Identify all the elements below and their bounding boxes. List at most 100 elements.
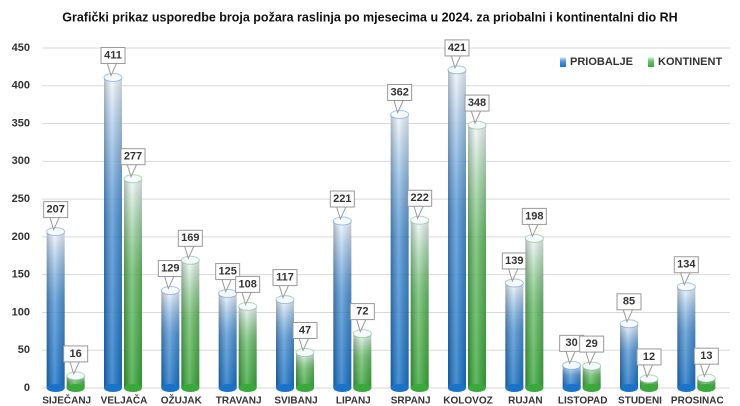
- label-callout: [507, 267, 519, 283]
- y-tick-label: 150: [12, 269, 30, 281]
- bar-shade: [582, 366, 601, 388]
- bar-base: [181, 384, 200, 392]
- bar-shade: [390, 114, 409, 388]
- data-label: 30: [566, 337, 578, 349]
- bar-base: [640, 384, 658, 392]
- bar-shade: [181, 260, 200, 388]
- label-box: [444, 39, 470, 57]
- bar-top: [352, 329, 372, 339]
- data-label: 125: [218, 265, 236, 277]
- bar-shade: [505, 282, 524, 388]
- bar-shade: [353, 333, 372, 388]
- bar-top: [619, 319, 639, 329]
- bar-base: [296, 384, 314, 392]
- bar-base: [562, 384, 581, 392]
- data-label: 221: [333, 193, 351, 205]
- data-label: 72: [356, 306, 368, 318]
- bar-base: [525, 384, 544, 392]
- bar-base: [124, 384, 142, 392]
- bar-base: [410, 384, 429, 392]
- bar-top: [332, 216, 352, 226]
- data-label: 169: [181, 232, 199, 244]
- label-box: [120, 148, 146, 166]
- bar-base: [620, 384, 638, 392]
- bar-top: [46, 227, 66, 237]
- bar-base: [104, 384, 122, 392]
- legend-label: KONTINENT: [658, 56, 722, 68]
- label-callout: [393, 99, 405, 114]
- bar-base: [46, 384, 65, 392]
- label-box: [407, 189, 433, 207]
- data-label: 16: [70, 348, 82, 360]
- bar-top: [180, 255, 200, 265]
- bar-base: [505, 384, 524, 392]
- bar-shade: [468, 125, 486, 389]
- data-label: 12: [643, 351, 655, 363]
- bar-base: [448, 384, 466, 392]
- bar-shade: [697, 378, 716, 388]
- label-callout: [679, 271, 691, 287]
- label-box: [235, 275, 261, 293]
- label-callout: [413, 205, 425, 220]
- label-box: [636, 348, 662, 366]
- bar-shade: [276, 299, 294, 388]
- bar-top: [676, 282, 696, 292]
- bar-base: [333, 384, 352, 392]
- label-callout: [298, 337, 310, 352]
- bar-shade: [218, 293, 237, 388]
- label-box: [579, 335, 605, 353]
- data-label: 421: [448, 42, 466, 54]
- label-callout: [126, 163, 138, 179]
- bar-top: [467, 120, 487, 130]
- bar-base: [697, 384, 716, 392]
- label-callout: [106, 62, 118, 77]
- bar-base: [353, 384, 372, 392]
- label-callout: [278, 284, 290, 299]
- y-tick-label: 400: [12, 80, 30, 92]
- x-tick-label: OŽUJAK: [161, 394, 203, 406]
- label-callout: [527, 223, 539, 238]
- data-label: 222: [410, 192, 428, 204]
- label-box: [521, 207, 547, 225]
- bar-shade: [410, 220, 429, 388]
- bar-top: [582, 361, 602, 371]
- legend-swatch: [648, 57, 654, 67]
- legend-label: PRIOBALJE: [570, 56, 633, 68]
- bar-top: [504, 278, 524, 288]
- x-tick-label: LIPANJ: [336, 396, 371, 406]
- label-callout: [241, 291, 253, 306]
- label-box: [292, 321, 318, 339]
- label-box: [616, 293, 642, 311]
- bar-shade: [161, 290, 180, 388]
- label-box: [329, 190, 355, 208]
- bar-shade: [562, 365, 581, 388]
- y-tick-label: 350: [12, 117, 30, 129]
- label-box: [272, 269, 298, 287]
- bar-shade: [448, 69, 466, 389]
- bar-base: [276, 384, 294, 392]
- data-label: 108: [238, 278, 256, 290]
- data-label: 117: [276, 272, 294, 284]
- bar-shade: [296, 352, 314, 388]
- bar-top: [696, 373, 716, 383]
- label-box: [673, 256, 699, 274]
- label-box: [693, 347, 719, 365]
- bar-shade: [46, 231, 65, 388]
- bar-top: [238, 301, 258, 311]
- bar-base: [66, 384, 85, 392]
- y-tick-label: 450: [12, 42, 30, 54]
- label-callout: [642, 363, 654, 379]
- label-callout: [565, 350, 577, 365]
- x-tick-label: PROSINAC: [671, 396, 724, 406]
- chart-title: Grafički prikaz usporedbe broja požara r…: [62, 10, 677, 24]
- bar-top: [390, 109, 410, 119]
- bar-base: [468, 384, 486, 392]
- bar-base: [238, 384, 257, 392]
- y-tick-label: 0: [24, 382, 30, 394]
- bar-top: [562, 360, 582, 370]
- label-box: [63, 345, 89, 363]
- x-tick-label: RUJAN: [508, 396, 542, 406]
- label-box: [100, 46, 126, 64]
- data-label: 13: [700, 350, 712, 362]
